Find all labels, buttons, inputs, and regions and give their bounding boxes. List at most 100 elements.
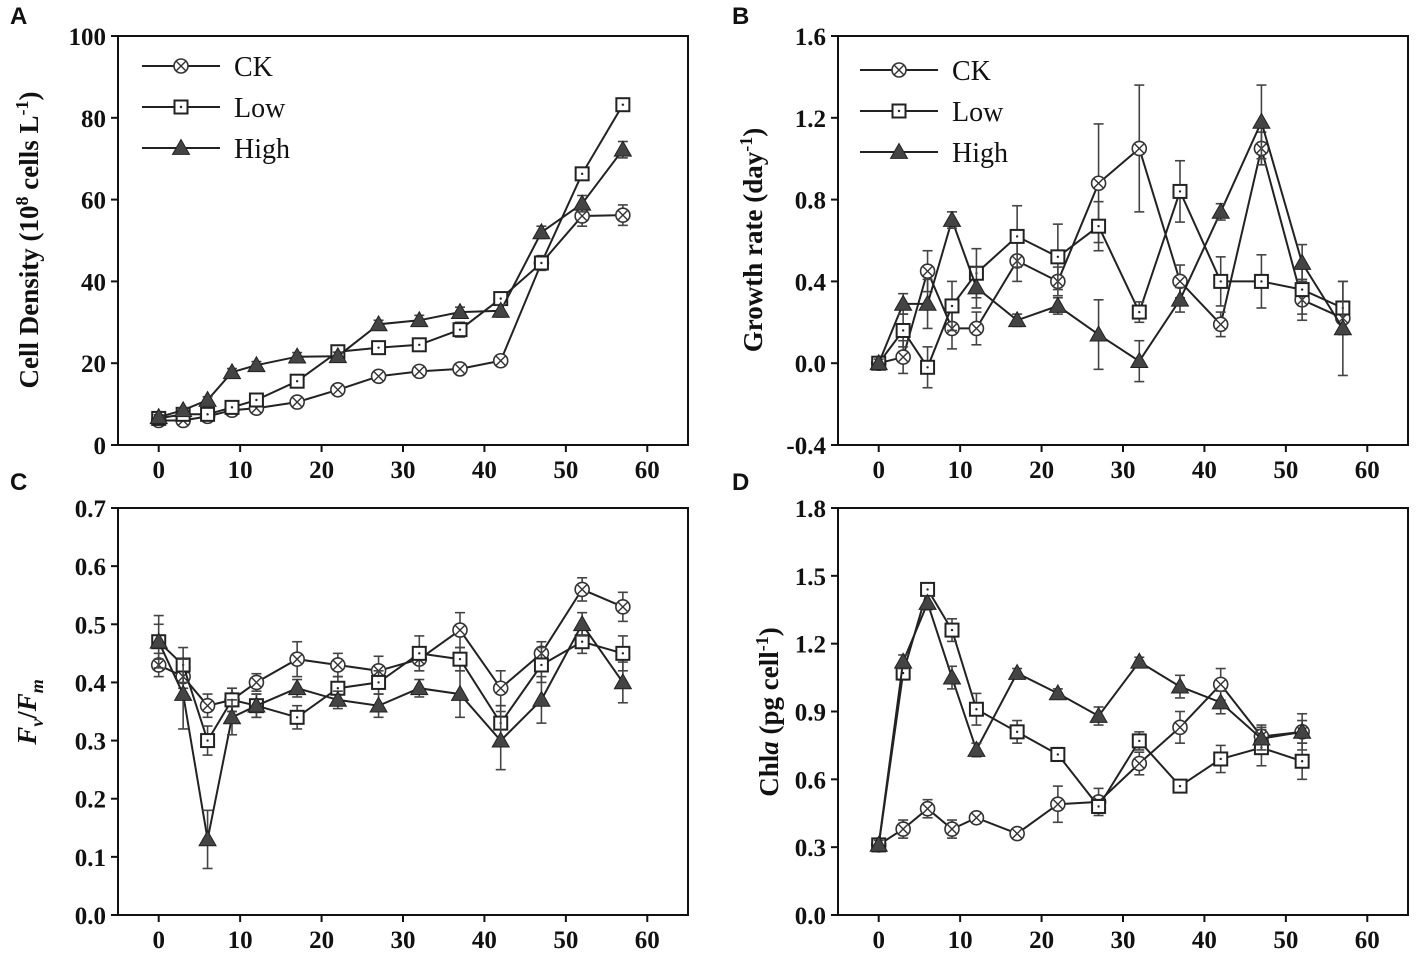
data-point	[920, 581, 936, 597]
marker-triangle	[1170, 290, 1190, 307]
marker-cross	[175, 60, 187, 72]
y-tick-label: 80	[81, 106, 106, 133]
marker-dot	[1260, 280, 1263, 283]
ylabel-sup: -1	[752, 636, 772, 651]
data-point	[1089, 706, 1108, 723]
data-point	[200, 733, 216, 749]
marker-triangle	[942, 668, 962, 685]
panel-a: A 0 10 20 30 40 50 60 0 20 40 60 80 100 Cell Density (…	[10, 3, 689, 484]
y-tick-label: 40	[81, 269, 106, 296]
y-axis-title: Fv/Fm	[12, 679, 47, 746]
y-tick-label: 0.8	[795, 188, 826, 215]
data-point	[532, 690, 551, 707]
marker-dot	[377, 346, 380, 349]
ylabel-text: )	[754, 627, 784, 636]
data-point	[492, 352, 509, 369]
panel-letter: B	[732, 3, 749, 30]
data-point	[574, 581, 590, 598]
data-point	[1172, 183, 1188, 199]
x-tick-label: 30	[391, 457, 416, 484]
x-tick-label: 60	[1355, 457, 1380, 484]
ylabel-text: Cell Density (10	[14, 206, 44, 389]
marker-dot	[1300, 288, 1304, 291]
ylabel-text: )	[738, 128, 768, 137]
data-point	[1253, 273, 1269, 289]
marker-triangle	[918, 593, 937, 610]
marker-cross	[291, 396, 303, 408]
series-line	[877, 600, 1303, 846]
data-point	[918, 294, 937, 311]
data-point	[173, 400, 193, 418]
x-tick-label: 40	[1192, 457, 1217, 484]
data-point	[411, 363, 428, 380]
legend: CK Low High	[860, 56, 1008, 169]
marker-dot	[901, 329, 905, 332]
series-line	[158, 149, 624, 419]
data-point	[1131, 755, 1148, 772]
marker-triangle	[869, 835, 889, 852]
x-tick-label: 10	[228, 927, 253, 954]
marker-dot	[206, 413, 209, 416]
marker-dot	[295, 716, 299, 719]
series-low	[151, 97, 631, 426]
ylabel-text: Growth rate (day	[738, 151, 768, 352]
data-point	[1172, 719, 1188, 736]
x-tick-label: 20	[1029, 457, 1054, 484]
marker-dot	[1056, 255, 1060, 259]
marker-triangle	[1252, 112, 1271, 129]
legend-marker	[889, 142, 909, 159]
data-point	[967, 278, 986, 295]
data-point	[149, 632, 169, 649]
data-point	[1252, 112, 1271, 129]
data-point	[330, 657, 346, 673]
y-tick-label: 0.3	[795, 835, 826, 862]
data-point	[1333, 318, 1353, 336]
marker-dot	[179, 105, 183, 109]
marker-dot	[1097, 224, 1100, 228]
data-point	[1131, 140, 1148, 157]
data-point	[222, 362, 242, 380]
marker-triangle	[409, 310, 429, 328]
ylabel-text: (pg cell	[754, 651, 784, 741]
data-point	[615, 207, 631, 223]
data-point	[893, 294, 913, 311]
series-ck	[870, 667, 1310, 853]
data-point	[247, 355, 266, 373]
data-point	[1050, 249, 1066, 265]
marker-triangle	[409, 678, 429, 696]
marker-triangle	[450, 684, 470, 701]
y-tick-label: 0.0	[795, 351, 826, 378]
marker-cross	[1215, 678, 1227, 690]
marker-triangle	[491, 301, 511, 318]
series-low	[871, 581, 1310, 853]
data-point	[224, 399, 240, 415]
x-tick-label: 60	[635, 927, 660, 954]
data-point	[1009, 228, 1025, 244]
data-point	[330, 381, 346, 398]
marker-cross	[332, 384, 344, 396]
x-tick-label: 40	[1192, 927, 1217, 954]
marker-triangle	[572, 614, 592, 632]
data-point	[1129, 351, 1149, 369]
data-point	[919, 263, 936, 279]
data-point	[918, 593, 937, 610]
marker-cross	[576, 584, 588, 595]
marker-cross	[922, 265, 933, 277]
data-point	[1048, 683, 1068, 701]
marker-triangle	[328, 690, 348, 707]
data-point	[199, 697, 216, 714]
x-tick-label: 60	[635, 457, 660, 484]
data-point	[1050, 746, 1066, 762]
data-point	[615, 97, 631, 113]
marker-triangle	[491, 731, 511, 748]
data-point	[369, 314, 388, 332]
marker-dot	[975, 708, 978, 711]
marker-triangle	[532, 222, 551, 240]
marker-dot	[897, 109, 901, 113]
series-ck	[150, 576, 631, 719]
series-high	[869, 593, 1312, 852]
data-point	[1294, 282, 1310, 298]
marker-triangle	[613, 672, 633, 690]
legend-label: High	[952, 138, 1008, 169]
